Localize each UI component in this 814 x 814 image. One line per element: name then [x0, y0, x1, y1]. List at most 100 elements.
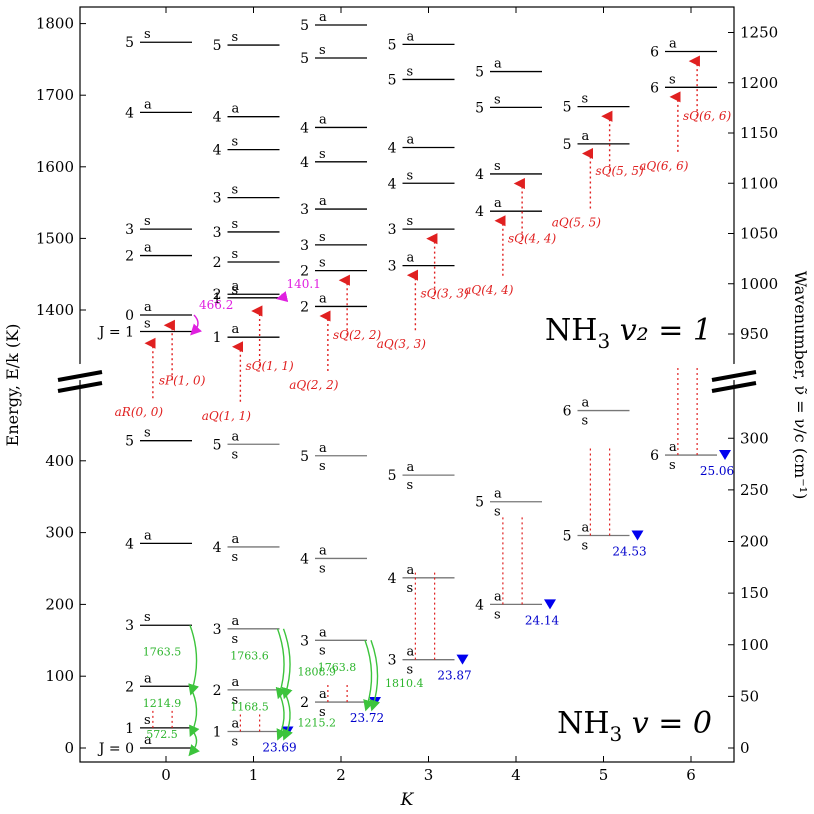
level-sym: s	[494, 505, 501, 520]
axes: 0 1 2 3 4 5 6K01002003004001400150016001700180…	[3, 6, 810, 810]
level-sym: a	[407, 251, 415, 266]
level-j-label: 3	[213, 225, 222, 241]
inversion-freq-label: 23.87	[437, 669, 471, 683]
y-tick-label: 1700	[36, 86, 74, 104]
level-sym: s	[144, 610, 151, 625]
level-j-label: 3	[213, 191, 222, 207]
y2-tick-label: 250	[740, 481, 769, 499]
x-tick-label: 5	[599, 766, 609, 784]
level-sym: a	[494, 57, 502, 72]
rot-transition-arrow	[281, 628, 293, 700]
level-sym: s	[494, 92, 501, 107]
level-sym: s	[407, 168, 414, 183]
level-sym: a	[407, 132, 415, 147]
inversion-freq-label: 25.06	[700, 464, 734, 478]
level-j-label: 4	[300, 551, 309, 567]
rot-transition-label: 1763.6	[230, 649, 269, 662]
level-sym: a	[144, 671, 152, 686]
level-j-label: 4	[213, 110, 222, 126]
level-sym: a	[582, 396, 590, 411]
y2-tick-label: 1200	[740, 74, 778, 92]
level-j-label: 4	[388, 176, 397, 192]
level-j-label: 2	[213, 255, 222, 271]
y2-tick-label: 950	[740, 325, 769, 343]
level-sym: a	[232, 429, 240, 444]
excited-state-levels: J = 1s0a2a3s4a5s1a1s2a2s3s3s4s4a5s2a2s3s…	[97, 10, 717, 346]
y-tick-label: 1500	[36, 229, 74, 247]
level-sym: s	[144, 214, 151, 229]
level-sym: s	[232, 693, 239, 708]
level-j-label: 1	[213, 291, 222, 307]
upper-inversion-label: 140.1	[287, 277, 321, 291]
level-j-label: 4	[475, 597, 484, 613]
x-tick-label: 0	[161, 766, 171, 784]
level-sym: s	[232, 632, 239, 647]
vib-transition-label: sQ(2, 2)	[333, 328, 382, 342]
level-j-label: 4	[388, 571, 397, 587]
level-j-label: 0	[125, 308, 134, 324]
level-j-label: 1	[125, 721, 134, 737]
level-sym: a	[144, 733, 152, 748]
y2-tick-label: 1250	[740, 24, 778, 42]
level-sym: s	[407, 64, 414, 79]
axis-break-mark-right	[711, 370, 757, 382]
panel-labels: NH3 v₂ = 1 NH3 v = 0	[545, 313, 712, 746]
inversion-marker	[544, 599, 556, 610]
y2-axis-label: Wavenumber, ν̃ = ν/c (cm⁻¹)	[791, 271, 810, 500]
level-j-label: 3	[125, 618, 134, 634]
level-sym: a	[319, 291, 327, 306]
y2-tick-label: 150	[740, 584, 769, 602]
level-j-label: 3	[125, 222, 134, 238]
level-j-label: 5	[213, 437, 222, 453]
y-tick-label: 1600	[36, 158, 74, 176]
upper-inversion-label: 466.2	[199, 298, 233, 312]
rot-transition-label: 1810.4	[385, 677, 424, 690]
level-j-label: 5	[475, 100, 484, 116]
level-j-label: 4	[125, 105, 134, 121]
level-j-label: 5	[213, 38, 222, 54]
level-j-label: 6	[563, 404, 572, 420]
level-sym: a	[319, 625, 327, 640]
level-sym: s	[407, 663, 414, 678]
level-j-label: 2	[300, 695, 309, 711]
level-sym: a	[582, 129, 590, 144]
level-sym: s	[319, 459, 326, 474]
vib-transition-label: aQ(6, 6)	[639, 159, 689, 173]
vib-transition-label: aQ(2, 2)	[289, 378, 339, 392]
x-axis-label: K	[400, 790, 415, 810]
level-sym: a	[494, 589, 502, 604]
level-sym: a	[232, 675, 240, 690]
x-tick-label: 6	[686, 766, 696, 784]
x-tick-label: 1	[249, 766, 259, 784]
level-sym: a	[407, 29, 415, 44]
level-j-label: 4	[300, 155, 309, 171]
level-j-label: 3	[388, 259, 397, 275]
level-sym: a	[669, 37, 677, 52]
rot-transition-label: 1214.9	[143, 697, 182, 710]
inversion-marker	[631, 530, 644, 541]
level-sym: a	[144, 528, 152, 543]
y-tick-label: 400	[45, 452, 74, 470]
vib-transition-label: sP(1, 0)	[159, 373, 206, 387]
level-j-label: 5	[475, 65, 484, 81]
level-sym: a	[232, 614, 240, 629]
level-sym: s	[319, 43, 326, 58]
vib-transition-label: aQ(5, 5)	[552, 215, 602, 229]
level-sym: a	[144, 241, 152, 256]
level-j-label: 6	[650, 80, 659, 96]
level-sym: s	[144, 316, 151, 331]
inversion-freq-label: 23.69	[262, 740, 296, 754]
vib-transition-label: aQ(1, 1)	[202, 409, 252, 423]
level-sym: a	[407, 645, 415, 660]
level-j-label: 5	[563, 100, 572, 116]
level-j-label: 5	[388, 37, 397, 53]
vib-transition-label: sQ(4, 4)	[508, 232, 557, 246]
axis-break-mark-right	[711, 381, 757, 393]
inversion-freq-label: 24.53	[612, 544, 646, 558]
level-j-label: 4	[213, 143, 222, 159]
inversion-marker	[719, 450, 731, 461]
rot-transition-arrow	[188, 624, 199, 696]
transitions: aR(0, 0) sP(1, 0) aQ(1, 1) sQ(1, 1) aQ(2, 2)…	[115, 55, 732, 757]
level-sym: s	[582, 414, 589, 429]
